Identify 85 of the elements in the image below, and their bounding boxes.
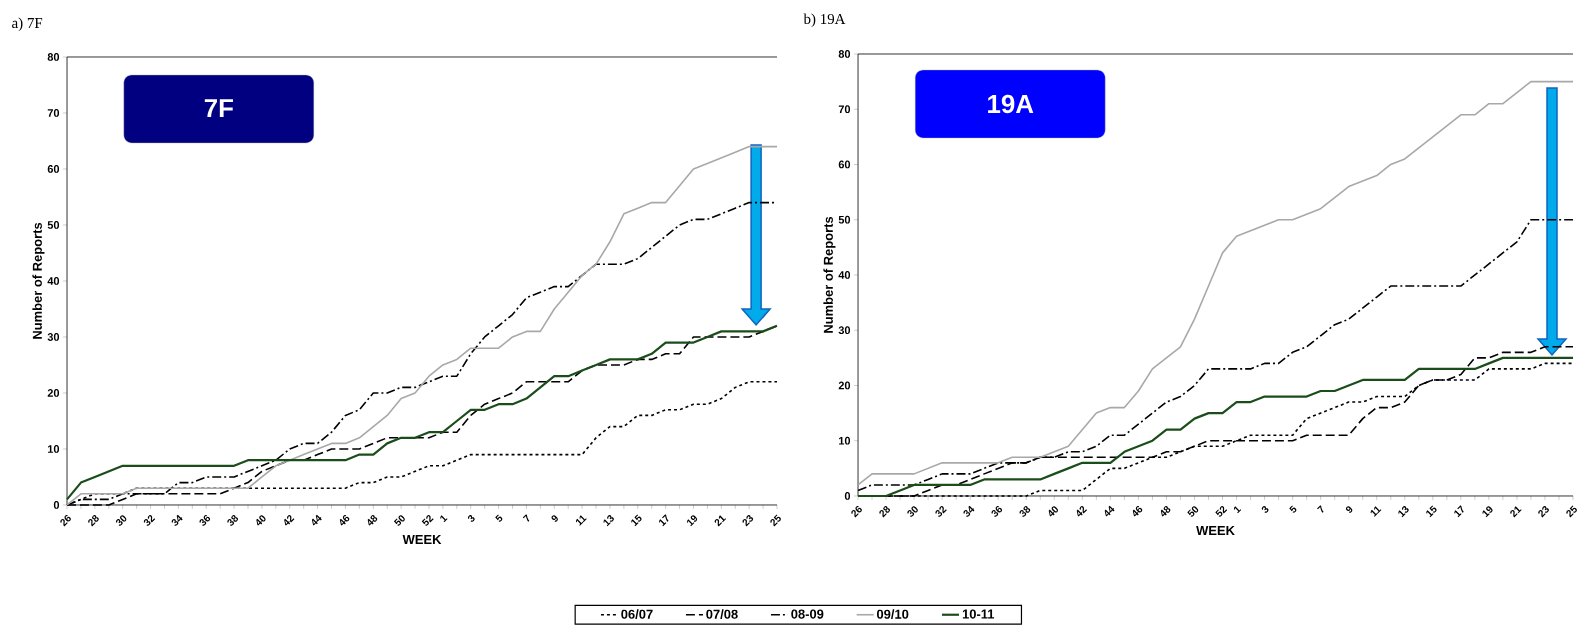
y-tick-label: 80 <box>838 50 851 58</box>
x-tick-label: 3 <box>467 515 475 522</box>
x-tick-label: 44 <box>311 514 322 526</box>
x-tick-label: 17 <box>1454 505 1464 518</box>
x-tick-label: 9 <box>551 515 558 522</box>
annotation: 7F <box>204 99 233 118</box>
x-tick-label: 23 <box>1538 506 1549 518</box>
x-tick-label: 46 <box>1132 506 1143 517</box>
legend-label: 09/10 <box>876 609 909 619</box>
x-tick-label: 30 <box>115 515 127 526</box>
y-tick-label: 60 <box>47 165 60 173</box>
x-tick-label: 25 <box>1566 505 1577 518</box>
legend-label: 07/08 <box>706 609 738 619</box>
y-tick-label: 70 <box>838 105 851 114</box>
x-tick-label: 7 <box>1317 505 1324 513</box>
x-tick-label: 38 <box>1019 506 1031 517</box>
x-tick-label: 38 <box>227 515 239 526</box>
legend-label: 10-11 <box>962 609 995 619</box>
x-tick-label: 42 <box>1076 506 1087 517</box>
y-axis-title: Number of Reports <box>32 222 45 339</box>
y-tick-label: 70 <box>47 109 60 117</box>
x-tick-label: 1 <box>440 515 448 523</box>
x-tick-label: 50 <box>393 515 405 526</box>
x-tick-label: 19 <box>1482 506 1493 518</box>
y-axis-title: Number of Reports <box>823 216 836 333</box>
x-tick-label: 36 <box>991 506 1003 517</box>
x-tick-label: 30 <box>907 506 918 517</box>
x-axis-title: WEEK <box>402 535 442 544</box>
chart-title: b) 19A <box>803 13 846 28</box>
x-tick-label: 34 <box>171 514 183 526</box>
x-tick-label: 5 <box>495 514 503 522</box>
x-tick-label: 3 <box>1261 506 1269 513</box>
x-tick-label: 26 <box>851 506 862 518</box>
x-tick-label: 48 <box>367 515 378 526</box>
x-tick-label: 1 <box>1233 506 1242 514</box>
y-tick-label: 40 <box>47 277 60 285</box>
x-tick-label: 9 <box>1345 506 1353 513</box>
x-tick-label: 19 <box>686 515 698 527</box>
x-tick-label: 52 <box>1215 506 1228 517</box>
x-tick-label: 36 <box>199 515 211 526</box>
x-tick-label: 7 <box>522 514 530 522</box>
x-tick-label: 13 <box>603 515 614 527</box>
x-tick-label: 11 <box>1370 506 1382 517</box>
y-tick-label: 30 <box>47 333 60 341</box>
y-tick-label: 50 <box>47 221 60 229</box>
legend-label: 08-09 <box>791 609 824 619</box>
x-tick-label: 15 <box>631 514 642 527</box>
y-tick-label: 20 <box>47 389 60 397</box>
x-tick-label: 28 <box>88 515 99 527</box>
x-tick-label: 26 <box>60 515 71 527</box>
y-tick-label: 80 <box>47 53 60 61</box>
x-tick-label: 52 <box>421 515 434 526</box>
x-tick-label: 21 <box>714 515 727 527</box>
y-tick-label: 10 <box>839 436 851 445</box>
y-tick-label: 0 <box>844 492 851 500</box>
x-tick-label: 23 <box>742 515 754 527</box>
x-tick-label: 11 <box>575 515 587 526</box>
x-tick-label: 44 <box>1104 505 1115 517</box>
y-tick-label: 10 <box>48 445 60 453</box>
y-tick-label: 0 <box>53 501 60 509</box>
x-tick-label: 42 <box>284 515 295 526</box>
x-tick-label: 25 <box>770 514 781 527</box>
y-tick-label: 20 <box>838 381 851 390</box>
x-tick-label: 50 <box>1187 506 1199 517</box>
x-tick-label: 21 <box>1510 506 1522 518</box>
x-axis-title: WEEK <box>1196 526 1235 535</box>
x-tick-label: 40 <box>1048 506 1058 517</box>
x-tick-label: 17 <box>659 514 669 527</box>
x-tick-label: 28 <box>879 506 890 518</box>
y-tick-label: 50 <box>838 215 851 224</box>
x-tick-label: 40 <box>256 515 266 526</box>
x-tick-label: 32 <box>935 506 947 517</box>
x-tick-label: 48 <box>1160 506 1171 517</box>
y-tick-label: 40 <box>838 271 851 279</box>
x-tick-label: 5 <box>1289 505 1297 513</box>
y-tick-label: 30 <box>838 326 851 335</box>
x-tick-label: 34 <box>963 505 975 517</box>
chart-title: a) 7F <box>12 17 43 32</box>
y-tick-label: 60 <box>838 160 851 169</box>
x-tick-label: 46 <box>339 515 350 526</box>
x-tick-label: 32 <box>143 515 156 526</box>
legend-label: 06/07 <box>621 609 653 619</box>
x-tick-label: 13 <box>1398 506 1409 518</box>
annotation: 19A <box>988 94 1034 114</box>
x-tick-label: 15 <box>1426 505 1437 518</box>
